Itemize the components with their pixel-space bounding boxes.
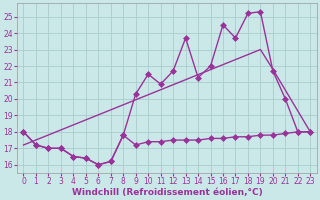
X-axis label: Windchill (Refroidissement éolien,°C): Windchill (Refroidissement éolien,°C) [72, 188, 262, 197]
